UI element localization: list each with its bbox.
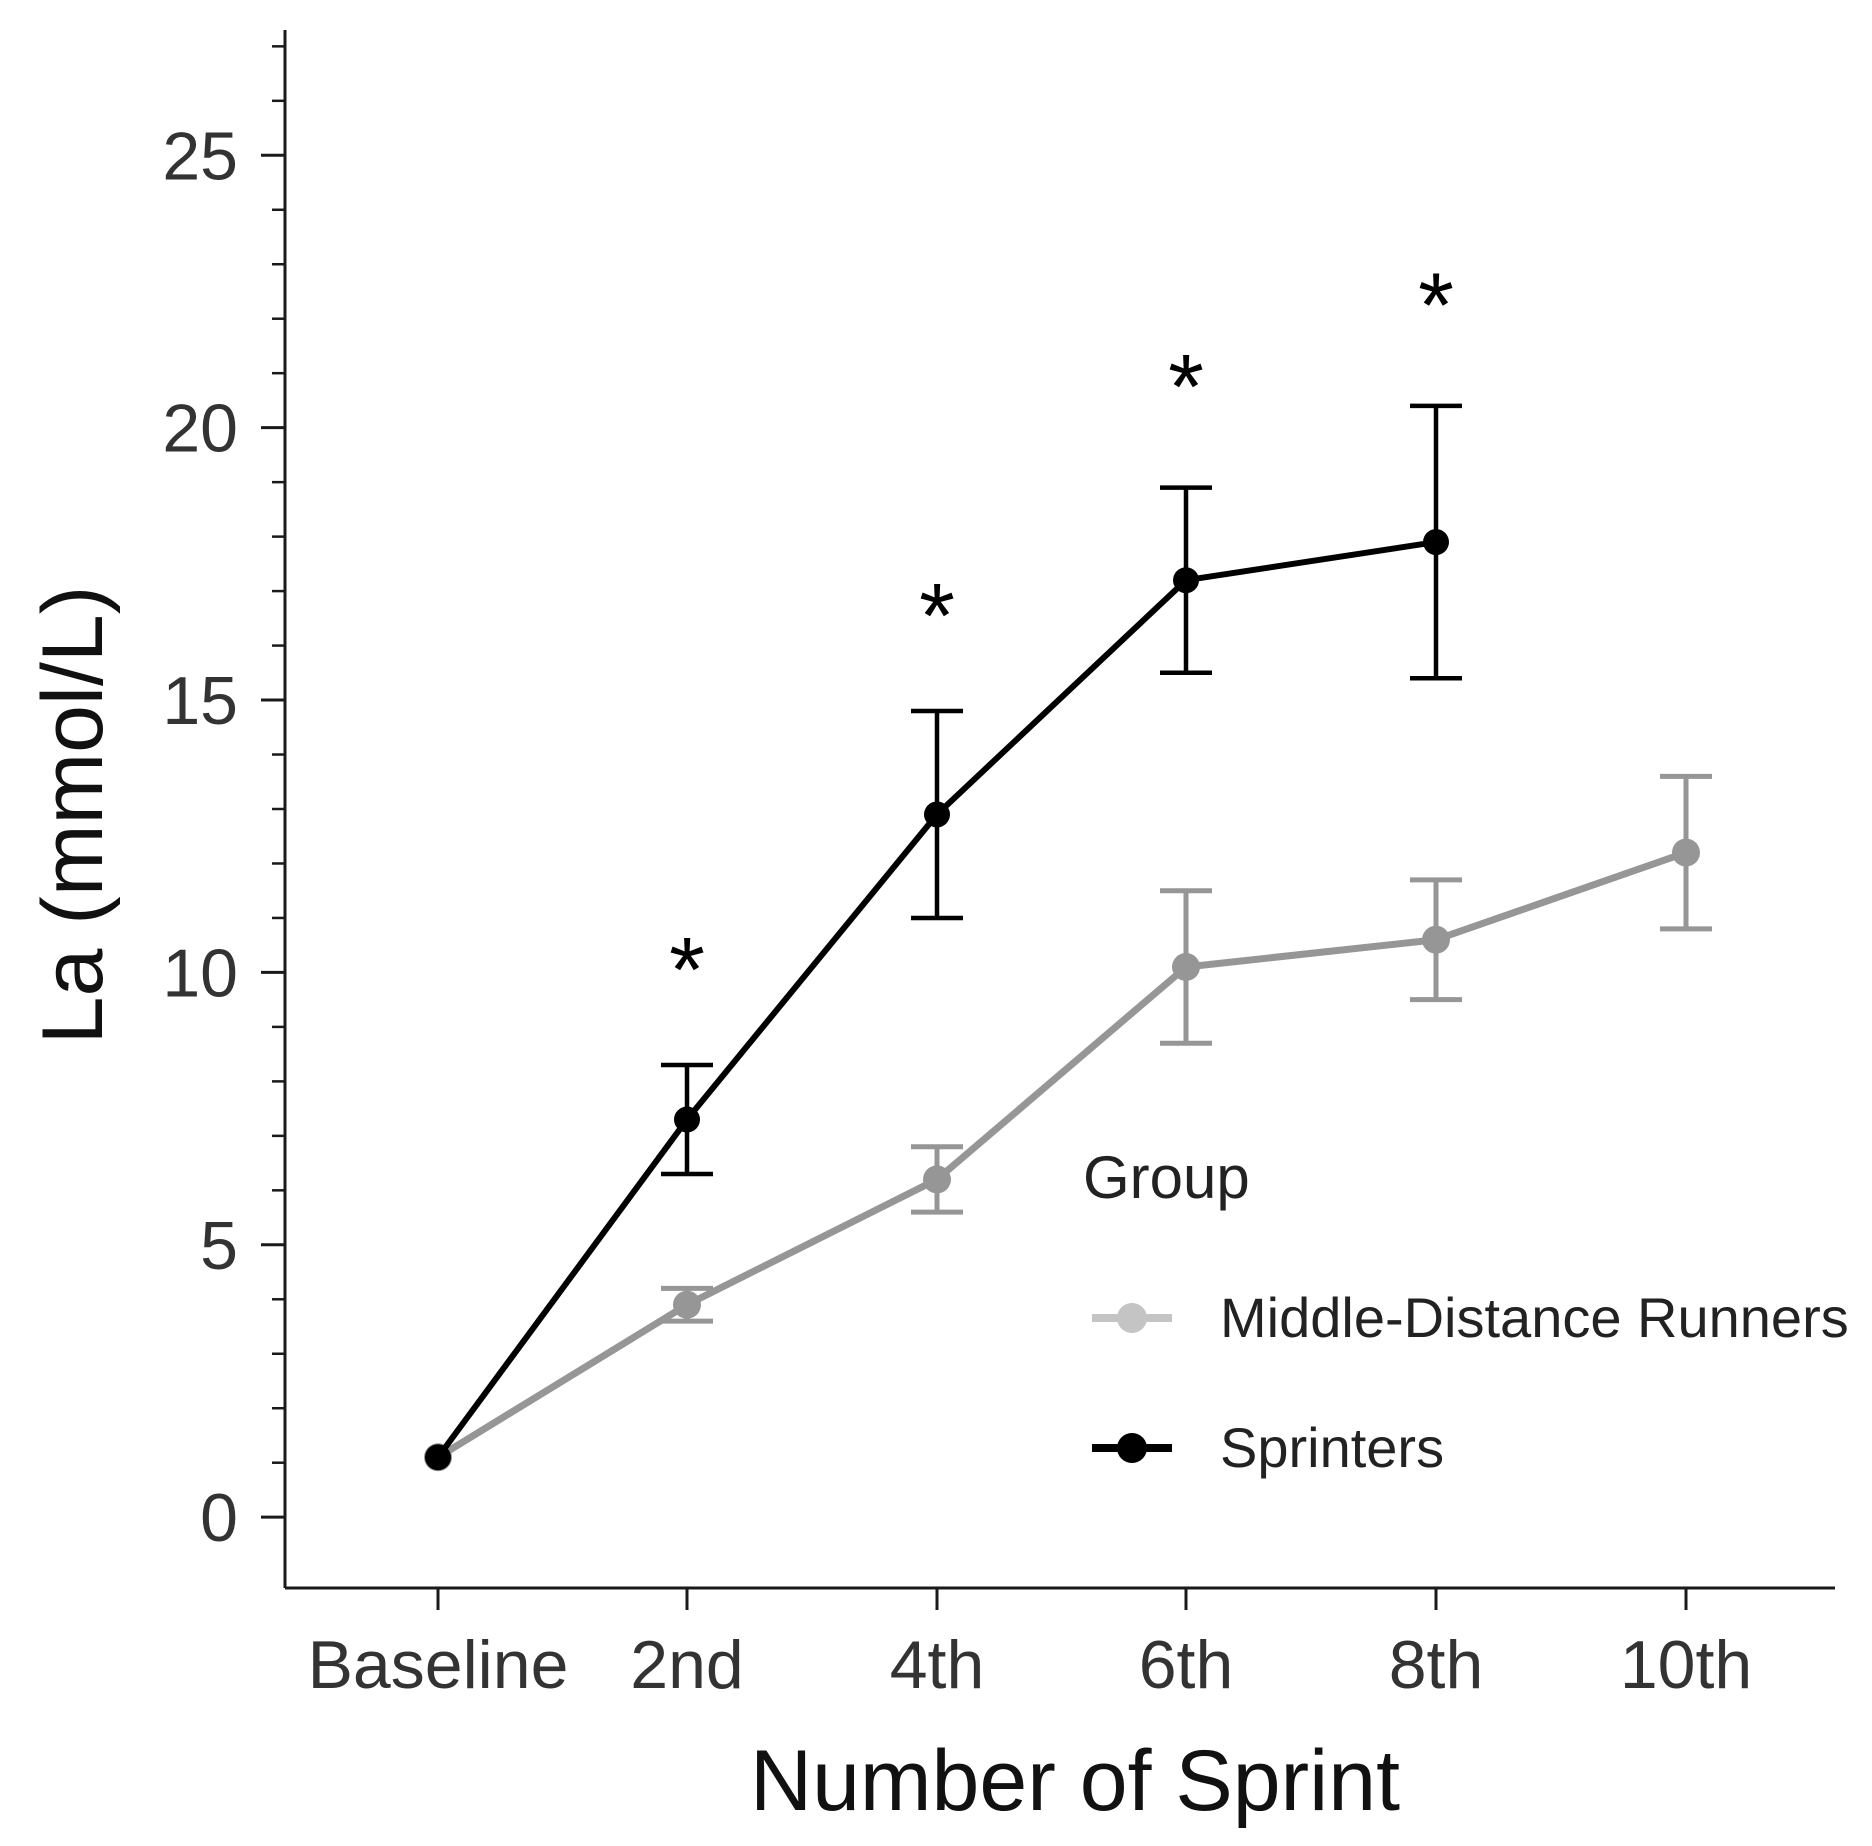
axes-layer: 0 5 10 15 20 25 Baseline 2nd 4th 6th 8th 10th	[162, 30, 1835, 1703]
legend-label: Sprinters	[1220, 1416, 1444, 1479]
y-tick-label: 5	[200, 1208, 238, 1284]
legend-key-marker	[1117, 1433, 1147, 1463]
y-tick-label: 10	[162, 935, 238, 1011]
data-point	[1423, 529, 1449, 556]
data-point	[1172, 952, 1200, 981]
significance-asterisk: *	[919, 565, 955, 667]
series-line	[436, 849, 1688, 1461]
x-tick-label: 6th	[1139, 1627, 1234, 1703]
series-sprinters	[425, 403, 1462, 1471]
data-point	[674, 1106, 700, 1133]
x-tick-label: 2nd	[630, 1627, 743, 1703]
x-tick-label: Baseline	[308, 1627, 569, 1703]
data-point	[923, 1165, 951, 1194]
series-middle-distance-runners	[424, 773, 1712, 1472]
y-axis-label: La (mmol/L)	[25, 586, 121, 1045]
data-point	[1422, 925, 1450, 954]
significance-asterisk: *	[1418, 255, 1454, 357]
significance-asterisk: *	[1168, 337, 1204, 439]
y-tick-label: 25	[162, 118, 238, 194]
y-tick-label: 0	[200, 1480, 238, 1556]
data-point	[425, 1444, 451, 1471]
x-tick-label: 4th	[890, 1627, 985, 1703]
x-tick-label: 10th	[1620, 1627, 1752, 1703]
legend-key-marker	[1117, 1303, 1147, 1333]
data-point	[1672, 838, 1700, 867]
x-axis-label: Number of Sprint	[750, 1733, 1400, 1829]
y-tick-label: 20	[162, 391, 238, 467]
x-tick-label: 8th	[1389, 1627, 1484, 1703]
legend-label: Middle-Distance Runners	[1220, 1286, 1849, 1349]
annotation-layer: * * * *	[669, 255, 1454, 1022]
legend: Group Middle-Distance Runners Sprinters	[1083, 1144, 1849, 1479]
y-tick-label: 15	[162, 663, 238, 739]
data-point	[1173, 567, 1199, 594]
series-layer	[424, 403, 1712, 1472]
data-point	[924, 801, 950, 828]
data-point	[673, 1290, 701, 1319]
significance-asterisk: *	[669, 920, 705, 1022]
legend-title: Group	[1083, 1144, 1250, 1211]
